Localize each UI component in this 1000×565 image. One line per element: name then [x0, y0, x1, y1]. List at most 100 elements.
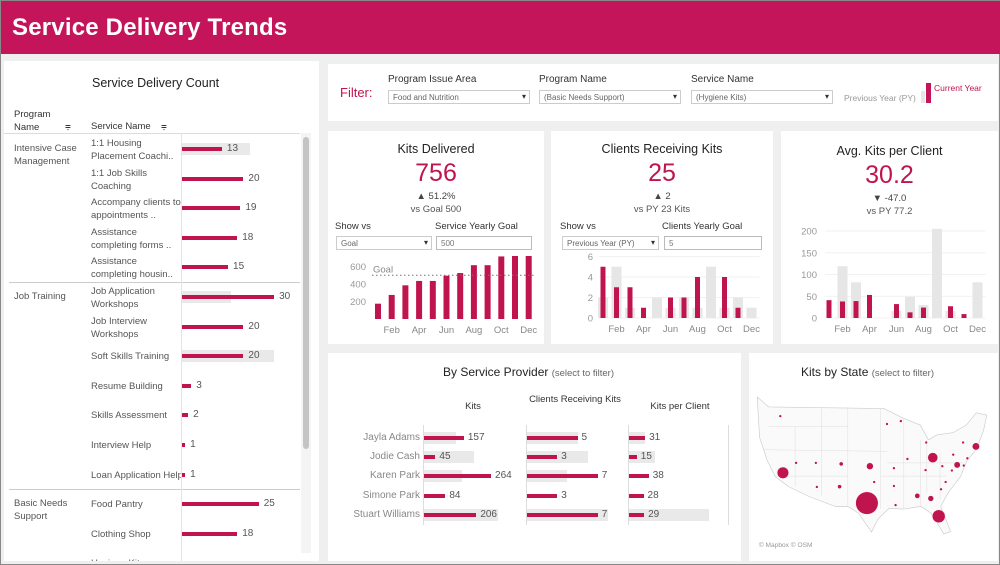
state-bubble-wv[interactable]	[941, 465, 944, 468]
cy-bar[interactable]	[735, 307, 741, 318]
py-bar[interactable]	[932, 228, 942, 318]
provider-bar[interactable]	[424, 474, 492, 478]
state-bubble-nv[interactable]	[794, 461, 798, 465]
state-bubble-mo[interactable]	[892, 467, 896, 470]
provider-bar[interactable]	[629, 455, 637, 459]
goal-input[interactable]: 500	[436, 236, 532, 250]
cy-bar[interactable]	[894, 304, 899, 318]
cy-bar[interactable]	[668, 297, 673, 319]
state-bubble-ky[interactable]	[924, 469, 927, 472]
state-bubble-il[interactable]	[906, 457, 909, 461]
state-bubble-sc[interactable]	[939, 488, 943, 491]
table-row[interactable]: Job Interview Workshops 20	[4, 312, 300, 342]
provider-name[interactable]: Stuart Williams	[353, 509, 420, 520]
provider-name[interactable]: Jayla Adams	[363, 432, 420, 443]
provider-bar[interactable]	[527, 455, 558, 459]
cy-bar[interactable]	[961, 314, 967, 318]
state-bubbles[interactable]	[776, 414, 980, 524]
py-bar[interactable]	[706, 266, 716, 318]
cy-bar[interactable]	[388, 294, 395, 319]
us-map[interactable]: © Mapbox © OSM	[749, 353, 998, 558]
state-bubble-mi[interactable]	[925, 441, 928, 444]
table-row[interactable]: Assistance completing housin.. 15	[4, 252, 300, 282]
program-name[interactable]: Basic Needs Support	[14, 498, 68, 523]
table-row[interactable]: Loan Application Help 1	[4, 460, 300, 490]
provider-bar[interactable]	[424, 455, 436, 459]
goal-input[interactable]: 5	[664, 236, 762, 250]
kpi-kits-delivered[interactable]: Kits Delivered 756 ▲ 51.2% vs Goal 500 S…	[328, 131, 544, 344]
issue-area-dropdown[interactable]: Food and Nutrition ▾	[388, 90, 530, 104]
program-name[interactable]: Intensive Case Management	[14, 143, 77, 167]
py-bar[interactable]	[837, 266, 848, 318]
provider-name[interactable]: Karen Park	[369, 470, 420, 481]
state-bubble-al[interactable]	[914, 492, 921, 499]
program-name-dropdown[interactable]: (Basic Needs Support) ▾	[539, 90, 681, 104]
cy-bar[interactable]	[826, 300, 832, 318]
state-bubble-ut[interactable]	[814, 461, 818, 465]
py-bar[interactable]	[905, 296, 915, 318]
cy-bar[interactable]	[525, 256, 532, 319]
table-row[interactable]: Job Application Workshops 30	[4, 282, 300, 312]
cy-bar[interactable]	[867, 294, 872, 318]
cy-bar[interactable]	[921, 307, 926, 318]
cy-bar[interactable]	[457, 273, 464, 319]
cy-bar[interactable]	[470, 265, 477, 319]
sort-icon[interactable]: ⩦	[161, 121, 167, 132]
cy-bar[interactable]	[840, 301, 845, 318]
state-bubble-nj[interactable]	[962, 464, 965, 467]
py-bar[interactable]	[851, 282, 861, 318]
state-bubble-wi[interactable]	[899, 419, 902, 423]
table-row[interactable]: Interview Help 1	[4, 430, 300, 460]
py-bar[interactable]	[972, 282, 983, 318]
cy-bar[interactable]	[681, 297, 687, 319]
kpi-avg-kits-per-client[interactable]: Avg. Kits per Client 30.2 ▼ -47.0 vs PY …	[781, 131, 998, 344]
table-row[interactable]: Accompany clients to appointments .. 19	[4, 193, 300, 223]
cy-bar[interactable]	[498, 256, 505, 319]
state-bubble-ar[interactable]	[892, 484, 896, 488]
cy-bar[interactable]	[443, 275, 450, 319]
state-bubble-nm[interactable]	[837, 484, 842, 489]
cy-bar[interactable]	[416, 280, 423, 319]
show-vs-dropdown[interactable]: Previous Year (PY) ▾	[562, 236, 659, 250]
state-bubble-nc[interactable]	[944, 480, 947, 484]
state-bubble-ga[interactable]	[927, 495, 934, 502]
state-bubble-pa[interactable]	[952, 453, 955, 456]
py-bar[interactable]	[746, 307, 757, 318]
state-bubble-ok[interactable]	[873, 480, 876, 484]
provider-bar[interactable]	[527, 436, 578, 440]
state-bubble-mn[interactable]	[885, 422, 889, 426]
table-row[interactable]: Assistance completing forms .. 18	[4, 223, 300, 253]
py-bar[interactable]	[652, 297, 662, 319]
cy-bar[interactable]	[429, 280, 436, 319]
provider-bar[interactable]	[629, 474, 649, 478]
state-bubble-az[interactable]	[815, 485, 819, 489]
sort-icon[interactable]: ⩦	[65, 121, 71, 132]
cy-bar[interactable]	[402, 285, 409, 319]
cy-bar[interactable]	[907, 312, 913, 318]
provider-bar[interactable]	[629, 513, 645, 517]
cy-bar[interactable]	[641, 307, 646, 318]
provider-bar[interactable]	[527, 474, 598, 478]
table-row[interactable]: Hygiene Kits	[4, 548, 300, 561]
state-bubble-la[interactable]	[894, 503, 897, 507]
table-row[interactable]: Soft Skills Training 20	[4, 341, 300, 371]
state-bubble-oh[interactable]	[927, 452, 939, 463]
col-header-service[interactable]: Service Name	[91, 121, 151, 132]
provider-bar[interactable]	[527, 494, 558, 498]
scrollbar-track[interactable]	[301, 133, 311, 553]
kpi-clients-receiving-kits[interactable]: Clients Receiving Kits 25 ▲ 2 vs PY 23 K…	[551, 131, 773, 344]
table-row[interactable]: Skills Assessment 2	[4, 400, 300, 430]
state-bubble-wa[interactable]	[779, 414, 782, 418]
state-bubble-fl[interactable]	[931, 509, 946, 524]
table-row[interactable]: 1:1 Housing Placement Coachi.. 13	[4, 134, 300, 164]
provider-bar[interactable]	[424, 494, 446, 498]
provider-bar[interactable]	[527, 513, 598, 517]
cy-bar[interactable]	[484, 265, 491, 319]
state-bubble-ks[interactable]	[866, 462, 874, 470]
service-name-dropdown[interactable]: (Hygiene Kits) ▾	[691, 90, 833, 104]
cy-bar[interactable]	[695, 277, 700, 318]
table-row[interactable]: 1:1 Job Skills Coaching 20	[4, 164, 300, 194]
provider-name[interactable]: Simone Park	[362, 490, 420, 501]
state-bubble-va[interactable]	[950, 469, 954, 472]
scrollbar-thumb[interactable]	[303, 137, 309, 449]
